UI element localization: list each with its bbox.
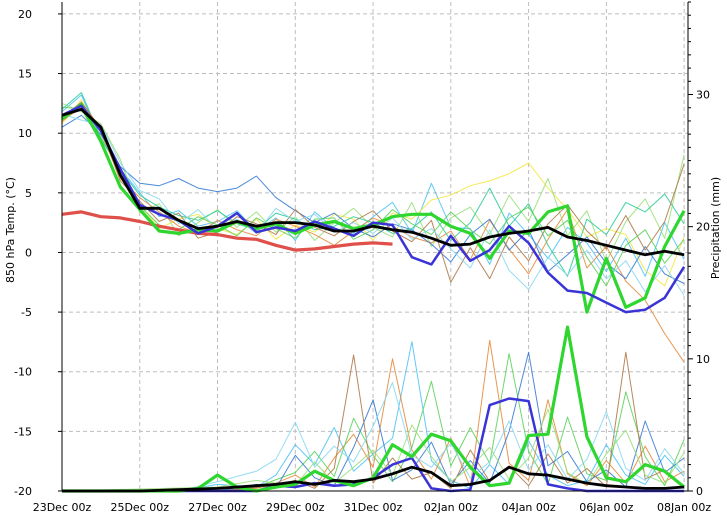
right-tick-label: 0 <box>696 485 703 498</box>
temperature-climate-line <box>61 210 393 252</box>
precipitation-member-line <box>62 351 685 492</box>
left-tick-label: -20 <box>14 485 32 498</box>
left-tick-label: -10 <box>14 366 32 379</box>
x-tick-label: 29Dec 00z <box>266 501 325 514</box>
temperature-control-line <box>61 104 686 314</box>
precipitation-member-line <box>61 408 685 492</box>
precipitation-member-line <box>62 382 685 492</box>
gridlines <box>62 2 688 491</box>
left-tick-label: 20 <box>18 8 32 21</box>
x-tick-label: 31Dec 00z <box>344 501 403 514</box>
left-tick-label: -15 <box>14 425 32 438</box>
left-tick-label: 15 <box>18 68 32 81</box>
x-tick-label: 04Jan 00z <box>501 501 555 514</box>
temperature-member-line <box>61 113 685 296</box>
precipitation-ensemble-members <box>61 339 685 492</box>
left-tick-label: 0 <box>25 246 32 259</box>
right-tick-label: 30 <box>696 89 710 102</box>
right-axis-title: Precipitation (mm) <box>709 177 722 279</box>
axes: 23Dec 00z 25Dec 00z 27Dec 00z 29Dec 00z 31De… <box>14 1 711 514</box>
left-tick-label: 10 <box>18 127 32 140</box>
right-tick-label: 20 <box>696 221 710 234</box>
temperature-member-line <box>61 101 685 283</box>
temperature-ensemble-mean-line <box>61 107 685 257</box>
left-tick-label: 5 <box>25 187 32 200</box>
left-tick-label: -5 <box>21 306 32 319</box>
x-tick-label: 02Jan 00z <box>424 501 478 514</box>
temperature-member-line <box>61 114 685 284</box>
precipitation-ensemble-mean-line <box>62 465 685 493</box>
left-axis-title: 850 hPa Temp. (°C) <box>4 177 17 283</box>
x-tick-label: 06Jan 00z <box>579 501 633 514</box>
x-tick-label: 08Jan 00z <box>657 501 711 514</box>
precipitation-member-line <box>62 341 685 492</box>
right-tick-label: 10 <box>696 353 710 366</box>
precipitation-member-line <box>62 339 685 492</box>
x-tick-label: 25Dec 00z <box>110 501 169 514</box>
x-tick-label: 23Dec 00z <box>33 501 92 514</box>
precipitation-operational-line <box>62 325 686 493</box>
temperature-member-line <box>61 99 685 287</box>
x-tick-label: 27Dec 00z <box>188 501 247 514</box>
